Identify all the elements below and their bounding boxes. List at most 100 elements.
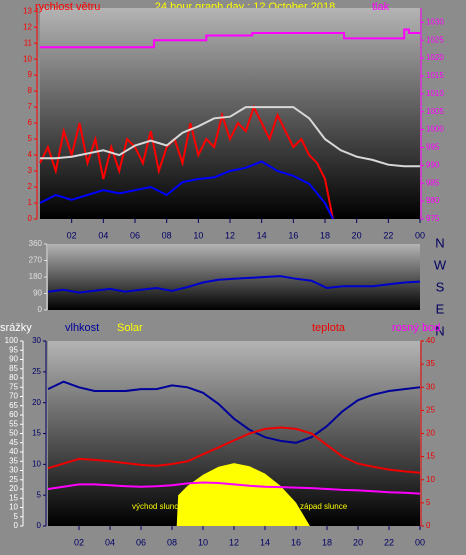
y-tick-label: 0	[38, 305, 43, 314]
x-tick-label: 02	[67, 230, 77, 240]
y-tick-label: 9	[28, 70, 33, 79]
x-tick-label: 06	[136, 537, 146, 547]
y-tick-label: 1015	[426, 71, 444, 80]
annotation: západ slunce	[300, 502, 348, 511]
y-tick-label: 45	[9, 438, 18, 447]
x-tick-label: 00	[415, 537, 425, 547]
x-tick-label: 14	[257, 230, 267, 240]
line	[40, 28, 420, 49]
y-tick-label: 1	[28, 198, 33, 207]
y-tick-label: 2	[28, 182, 33, 191]
y-tick-label: 0	[37, 521, 42, 530]
series-label: rosný bod	[392, 322, 440, 334]
x-tick-label: 08	[162, 230, 172, 240]
y-tick-label: 65	[9, 401, 18, 410]
y-tick-label: 70	[9, 392, 18, 401]
y-tick-label: 1025	[426, 35, 444, 44]
series-label: tlak	[372, 1, 390, 13]
y-tick-label: 1010	[426, 89, 444, 98]
y-tick-label: 75	[9, 382, 18, 391]
y-tick-label: 5	[28, 134, 33, 143]
line	[39, 160, 334, 220]
y-tick-label: 30	[9, 466, 18, 475]
y-tick-label: 20	[32, 398, 41, 407]
y-tick-label: 0	[14, 521, 19, 530]
compass-label: N	[435, 235, 444, 250]
compass-label: S	[436, 279, 445, 294]
y-tick-label: 20	[9, 484, 18, 493]
y-tick-label: 40	[9, 447, 18, 456]
line	[40, 106, 420, 168]
y-tick-label: 5	[426, 498, 431, 507]
plot-background	[40, 8, 420, 219]
series-label: vlhkost	[65, 322, 99, 334]
y-tick-label: 50	[9, 429, 18, 438]
y-tick-label: 40	[426, 336, 435, 345]
series-label: Solar	[117, 322, 143, 334]
x-tick-label: 06	[130, 230, 140, 240]
x-tick-label: 10	[193, 230, 203, 240]
series-label: teplota	[312, 322, 346, 334]
x-tick-label: 04	[98, 230, 108, 240]
y-tick-label: 1020	[426, 53, 444, 62]
y-tick-label: 12	[23, 22, 32, 31]
x-tick-label: 16	[288, 230, 298, 240]
y-axis-label: srážky	[0, 322, 32, 334]
y-tick-label: 5	[37, 490, 42, 499]
y-tick-label: 25	[32, 367, 41, 376]
x-tick-label: 18	[322, 537, 332, 547]
area	[176, 463, 310, 526]
y-tick-label: 25	[426, 405, 435, 414]
y-tick-label: 995	[426, 143, 440, 152]
compass-label: E	[436, 301, 445, 316]
y-tick-label: 360	[29, 239, 43, 248]
x-tick-label: 22	[383, 230, 393, 240]
y-tick-label: 30	[426, 382, 435, 391]
y-tick-label: 35	[9, 456, 18, 465]
y-tick-label: 20	[426, 429, 435, 438]
y-tick-label: 10	[32, 459, 41, 468]
y-tick-label: 95	[9, 345, 18, 354]
annotation: východ slunce	[132, 502, 183, 511]
line	[47, 481, 421, 495]
y-tick-label: 4	[28, 150, 33, 159]
y-tick-label: 10	[23, 54, 32, 63]
x-tick-label: 02	[74, 537, 84, 547]
y-tick-label: 15	[426, 452, 435, 461]
y-tick-label: 270	[29, 256, 43, 265]
y-tick-label: 85	[9, 364, 18, 373]
line	[47, 426, 421, 474]
plot-background	[48, 244, 420, 310]
x-tick-label: 20	[353, 537, 363, 547]
y-tick-label: 25	[9, 475, 18, 484]
compass-label: N	[435, 323, 444, 338]
y-tick-label: 8	[28, 86, 33, 95]
x-tick-label: 12	[225, 230, 235, 240]
compass-label: W	[434, 257, 447, 272]
x-tick-label: 08	[167, 537, 177, 547]
x-tick-label: 18	[320, 230, 330, 240]
y-tick-label: 15	[9, 493, 18, 502]
y-tick-label: 180	[29, 272, 43, 281]
x-tick-label: 16	[291, 537, 301, 547]
line	[47, 380, 421, 444]
y-tick-label: 100	[5, 336, 19, 345]
x-tick-label: 12	[229, 537, 239, 547]
series-label: rychlost větru	[35, 1, 100, 13]
y-tick-label: 1000	[426, 125, 444, 134]
y-tick-label: 0	[28, 214, 33, 223]
y-tick-label: 990	[426, 160, 440, 169]
x-tick-label: 04	[105, 537, 115, 547]
y-tick-label: 13	[23, 6, 32, 15]
x-tick-label: 00	[415, 230, 425, 240]
y-tick-label: 7	[28, 102, 33, 111]
y-tick-label: 15	[32, 429, 41, 438]
y-tick-label: 80	[9, 373, 18, 382]
y-tick-label: 35	[426, 359, 435, 368]
x-tick-label: 22	[384, 537, 394, 547]
y-tick-label: 55	[9, 419, 18, 428]
y-tick-label: 0	[426, 521, 431, 530]
x-tick-label: 20	[352, 230, 362, 240]
y-tick-label: 1005	[426, 107, 444, 116]
